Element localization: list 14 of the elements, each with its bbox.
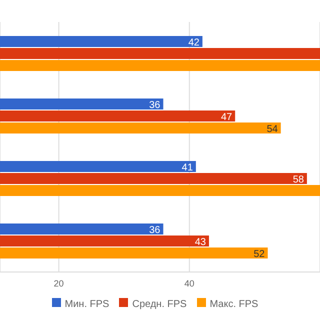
data-label: 58	[292, 174, 304, 186]
data-label: 54	[266, 124, 278, 135]
data-label: 42	[188, 38, 200, 48]
data-label: 47	[220, 112, 233, 123]
legend-label: Средн. FPS	[132, 299, 187, 310]
x-tick-label: 40	[184, 278, 194, 288]
data-label: 41	[182, 162, 194, 174]
data-label: 36	[149, 100, 161, 111]
data-label: 36	[149, 225, 161, 236]
legend-label: Мин. FPS	[64, 299, 110, 310]
x-tick-label: 20	[54, 278, 64, 288]
data-label: 43	[194, 237, 206, 248]
data-label: 52	[254, 249, 266, 260]
legend-label: Макс. FPS	[210, 299, 258, 310]
